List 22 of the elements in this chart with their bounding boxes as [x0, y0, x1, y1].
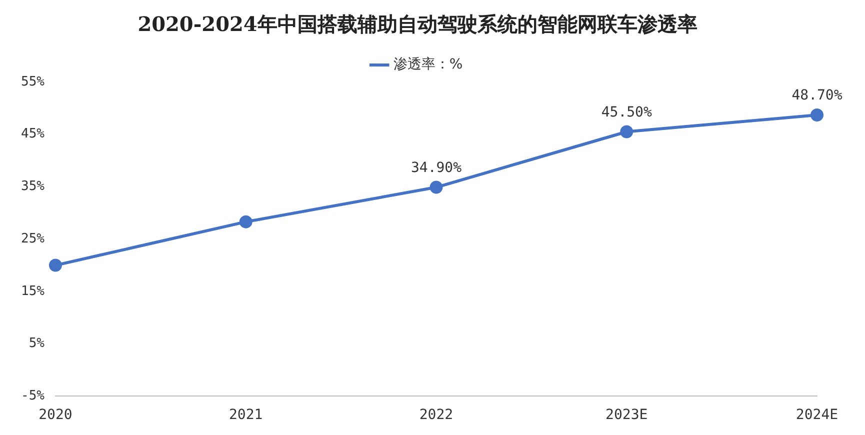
data-label: 48.70%	[792, 88, 843, 104]
data-label: 45.50%	[601, 104, 652, 120]
x-tick-label: 2020	[38, 407, 72, 424]
y-tick-label: 15%	[20, 284, 45, 299]
point	[239, 215, 252, 228]
point	[430, 180, 443, 194]
chart-title: 2020-2024年中国搭载辅助自动驾驶系统的智能网联车渗透率	[138, 12, 698, 36]
x-tick-label: 2021	[229, 407, 263, 424]
x-tick-label: 2024E	[796, 407, 838, 424]
point	[810, 108, 824, 122]
y-tick-label: 55%	[20, 74, 45, 90]
y-tick-label: 25%	[20, 231, 45, 246]
point	[620, 125, 634, 138]
y-tick-label: 35%	[20, 179, 45, 194]
y-tick-label: -5%	[20, 388, 45, 404]
x-tick-label: 2023E	[606, 407, 648, 424]
point	[48, 258, 62, 272]
data-label: 34.90%	[410, 160, 462, 176]
legend-label: 渗透率：%	[393, 56, 463, 73]
y-tick-label: 45%	[20, 126, 45, 142]
x-tick-label: 2022	[419, 407, 454, 424]
y-tick-label: 5%	[28, 336, 45, 352]
